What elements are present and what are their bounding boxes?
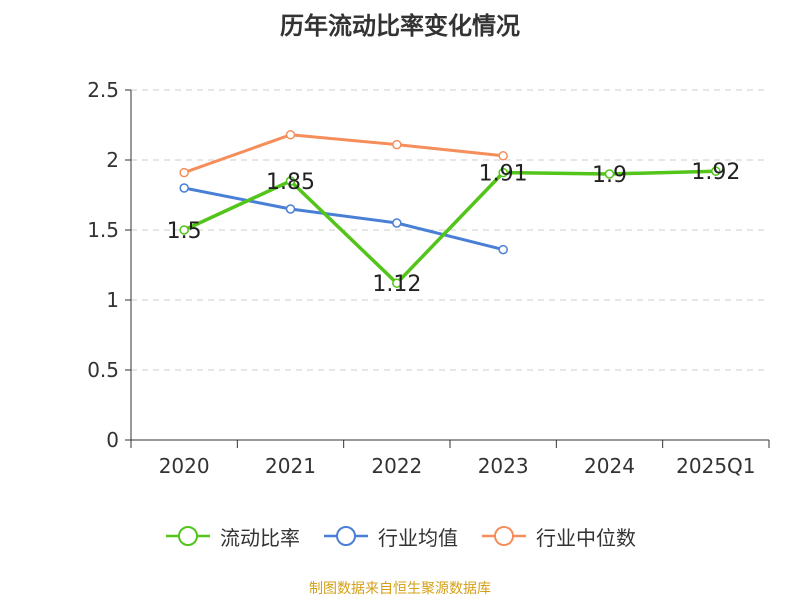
- legend-swatch: [166, 526, 210, 546]
- legend-swatch: [324, 526, 368, 546]
- y-axis: 0 0.5 1 1.5 2 2.5: [87, 78, 132, 452]
- data-point: [179, 167, 189, 178]
- y-tick-label: 0.5: [87, 358, 119, 382]
- x-tick-label: 2024: [584, 454, 635, 478]
- data-labels: 1.5 1.85 1.12 1.91 1.9 1.92: [167, 160, 741, 297]
- legend: 流动比率 行业均值 行业中位数: [0, 518, 800, 554]
- data-label: 1.85: [266, 170, 315, 195]
- data-point: [179, 225, 189, 235]
- legend-label: 行业均值: [378, 525, 458, 550]
- data-point: [498, 151, 508, 161]
- x-tick-label: 2021: [265, 454, 316, 478]
- series-line: [183, 186, 504, 252]
- data-point: [392, 278, 402, 288]
- y-tick-label: 2.5: [87, 78, 119, 102]
- data-point: [604, 169, 615, 179]
- data-point: [179, 183, 189, 193]
- y-tick-label: 1.5: [87, 218, 119, 242]
- data-point: [498, 167, 508, 178]
- series-lines: [179, 130, 721, 288]
- data-label: 1.12: [372, 272, 421, 297]
- legend-item[interactable]: 流动比率: [164, 522, 300, 551]
- data-point: [285, 204, 296, 214]
- data-label: 1.5: [167, 219, 202, 244]
- series-line: [183, 133, 504, 175]
- legend-swatch: [482, 526, 526, 546]
- x-tick-label: 2020: [159, 454, 210, 478]
- y-tick-label: 2: [106, 148, 119, 172]
- data-point: [498, 244, 508, 255]
- data-point: [285, 130, 296, 140]
- data-source: 制图数据来自恒生聚源数据库: [309, 581, 491, 597]
- legend-item[interactable]: 行业中位数: [480, 522, 636, 551]
- data-label: 1.91: [479, 162, 528, 187]
- legend-label: 行业中位数: [536, 525, 636, 550]
- legend-label: 流动比率: [220, 525, 300, 550]
- data-point: [392, 218, 402, 228]
- data-label: 1.9: [592, 163, 627, 188]
- data-point: [285, 176, 296, 186]
- legend-item[interactable]: 行业均值: [322, 522, 458, 551]
- y-tick-label: 1: [106, 288, 119, 312]
- data-point: [392, 139, 402, 150]
- data-point: [711, 166, 721, 176]
- x-axis: 2020 2021 2022 2023 2024 2025Q1: [130, 439, 770, 478]
- chart-title: 历年流动比率变化情况: [280, 12, 520, 40]
- data-label: 1.92: [691, 160, 740, 185]
- x-tick-label: 2022: [371, 454, 422, 478]
- x-tick-label: 2023: [478, 454, 529, 478]
- series-line: [183, 169, 716, 285]
- x-tick-label: 2025Q1: [676, 454, 755, 478]
- y-tick-label: 0: [106, 428, 119, 452]
